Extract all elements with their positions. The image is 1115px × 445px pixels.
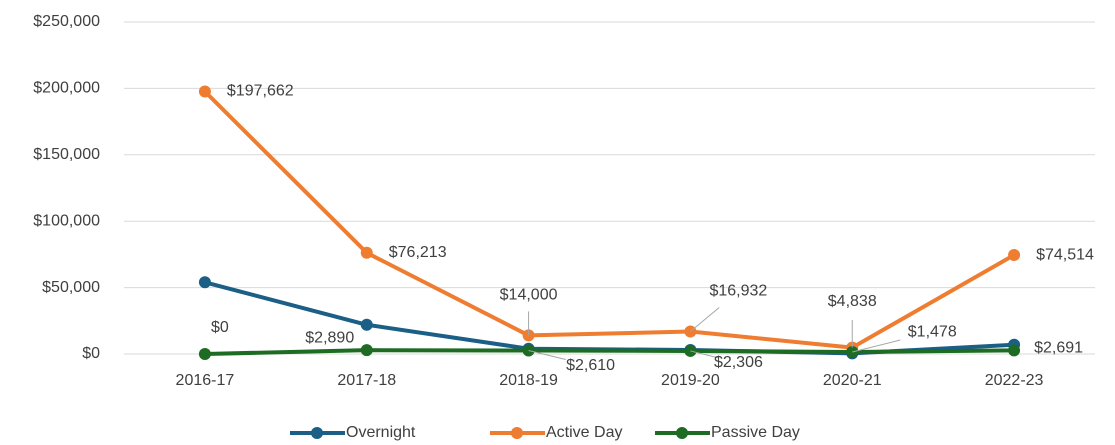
- data-label: $2,890: [305, 329, 354, 346]
- leader-line: [690, 350, 720, 359]
- x-tick-label: 2022-23: [985, 372, 1044, 389]
- point: [1008, 344, 1021, 357]
- data-label: $76,213: [389, 244, 447, 261]
- line-series: [203, 90, 1016, 350]
- data-label: $4,838: [828, 293, 877, 310]
- x-tick-label: 2020-21: [823, 372, 882, 389]
- leader-line: [852, 339, 901, 353]
- data-label: $1,478: [908, 323, 957, 340]
- y-tick-label: $50,000: [42, 279, 100, 296]
- point: [198, 348, 211, 360]
- data-label: $2,691: [1034, 340, 1083, 357]
- data-label: $16,932: [709, 283, 767, 300]
- y-tick-label: $100,000: [33, 212, 100, 229]
- data-label: $2,610: [566, 357, 615, 374]
- y-tick-label: $250,000: [33, 13, 100, 30]
- data-label: $14,000: [500, 287, 558, 304]
- y-tick-label: $0: [82, 345, 100, 362]
- line-series: [204, 348, 1015, 356]
- point: [198, 85, 211, 98]
- legend-marker: [511, 427, 523, 439]
- legend-label: Overnight: [346, 424, 416, 441]
- data-label: $0: [211, 319, 229, 336]
- x-tick-label: 2018-19: [499, 372, 558, 389]
- data-label: $2,306: [714, 354, 763, 371]
- legend-label: Passive Day: [711, 424, 800, 441]
- x-tick-label: 2016-17: [176, 372, 235, 389]
- legend-marker: [676, 427, 688, 439]
- point: [198, 276, 211, 289]
- point: [360, 318, 373, 331]
- y-tick-label: $150,000: [33, 146, 100, 163]
- data-label: $197,662: [227, 83, 294, 100]
- data-label: $74,514: [1036, 246, 1094, 263]
- legend-marker: [311, 427, 323, 439]
- point: [1008, 249, 1021, 262]
- leader-line: [528, 350, 566, 361]
- y-tick-label: $200,000: [33, 80, 100, 97]
- point: [360, 344, 373, 357]
- legend-label: Active Day: [546, 424, 622, 441]
- x-tick-label: 2019-20: [661, 372, 720, 389]
- point: [360, 246, 373, 259]
- x-tick-label: 2017-18: [337, 372, 396, 389]
- leader-line: [690, 307, 720, 332]
